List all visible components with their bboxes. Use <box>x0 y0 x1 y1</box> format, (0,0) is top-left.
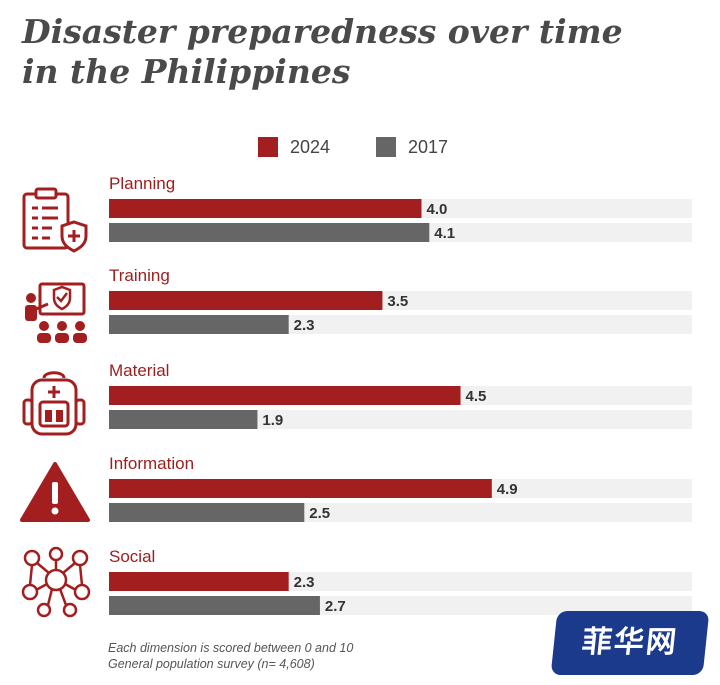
value-label-planning-2024: 4.0 <box>426 201 447 218</box>
bar-information-2017 <box>109 503 305 522</box>
value-label-planning-2017: 4.1 <box>434 225 455 242</box>
clipboard-shield-icon <box>22 187 88 253</box>
bar-material-2017 <box>109 410 258 429</box>
value-label-material-2017: 1.9 <box>262 412 283 429</box>
bar-material-2024 <box>109 386 461 405</box>
value-label-training-2024: 3.5 <box>387 293 408 310</box>
social-network-icon <box>21 546 91 618</box>
bar-training-2024 <box>109 291 383 310</box>
note-scale: Each dimension is scored between 0 and 1… <box>108 641 354 655</box>
watermark-text: 菲华网 <box>580 625 680 660</box>
bar-planning-2017 <box>109 223 430 242</box>
value-label-material-2024: 4.5 <box>466 388 487 405</box>
legend-label-2017: 2017 <box>408 137 449 157</box>
first-aid-backpack-icon <box>22 371 86 436</box>
legend-swatch-2024 <box>258 137 278 157</box>
value-label-training-2017: 2.3 <box>294 317 315 334</box>
value-label-social-2024: 2.3 <box>294 574 315 591</box>
chart-title: Disaster preparedness over time in the P… <box>22 12 662 92</box>
category-label-planning: Planning <box>109 174 175 193</box>
watermark-logo: 菲华网 <box>550 611 710 675</box>
bar-planning-2024 <box>109 199 422 218</box>
chart-title-line1: Disaster preparedness over time <box>22 12 623 51</box>
note-survey: General population survey (n= 4,608) <box>108 657 315 671</box>
bar-information-2024 <box>109 479 492 498</box>
training-people-icon <box>25 282 87 343</box>
bar-social-2017 <box>109 596 320 615</box>
legend-label-2024: 2024 <box>290 137 331 157</box>
bar-social-2024 <box>109 572 289 591</box>
value-label-information-2017: 2.5 <box>309 505 330 522</box>
category-label-material: Material <box>109 361 169 380</box>
legend-swatch-2017 <box>376 137 396 157</box>
value-label-social-2017: 2.7 <box>325 598 346 615</box>
category-label-training: Training <box>109 266 170 285</box>
warning-triangle-icon <box>20 462 90 522</box>
bar-training-2017 <box>109 315 289 334</box>
category-label-social: Social <box>109 547 155 566</box>
value-label-information-2024: 4.9 <box>497 481 518 498</box>
chart-title-line2: in the Philippines <box>22 52 351 91</box>
bar-chart: Planning 4.0 4.1 Training 3.5 2.3 Material 4.5 1… <box>20 174 692 618</box>
chart-notes: Each dimension is scored between 0 and 1… <box>108 640 548 672</box>
category-label-information: Information <box>109 454 194 473</box>
